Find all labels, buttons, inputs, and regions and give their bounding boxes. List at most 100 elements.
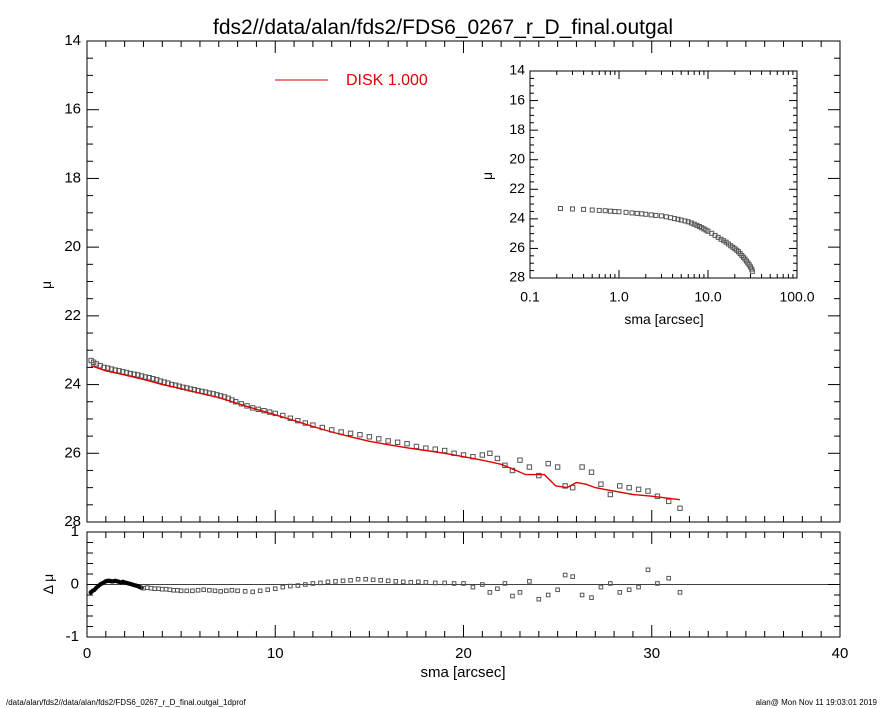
residual-data-point xyxy=(617,590,623,595)
residual-data-point xyxy=(636,584,641,590)
main-data-point xyxy=(413,443,420,450)
legend-label: DISK 1.000 xyxy=(346,72,428,89)
main-data-point xyxy=(150,376,156,382)
main-data-point xyxy=(347,430,354,437)
residual-data-point xyxy=(423,580,429,585)
inset-data-point xyxy=(569,206,575,212)
inset-data-point xyxy=(634,210,640,216)
disk-model-line xyxy=(90,365,681,501)
residual-data-points xyxy=(88,567,683,602)
residual-data-point xyxy=(242,589,248,594)
residual-data-point xyxy=(148,585,154,591)
residual-y-tick-labels: -1 0 1 xyxy=(66,523,79,645)
residual-data-point xyxy=(201,587,207,593)
main-data-point xyxy=(562,483,568,489)
main-data-point xyxy=(536,472,542,479)
footer-right: alan@ Mon Nov 11 19:03:01 2019 xyxy=(756,698,878,707)
inset-data-point xyxy=(685,219,691,225)
residual-data-point xyxy=(235,588,240,594)
main-y-tick-label: 22 xyxy=(64,307,81,324)
inset-data-point xyxy=(648,212,654,218)
main-y-tick-label: 24 xyxy=(64,376,81,393)
inset-y-tick-label: 20 xyxy=(509,150,525,166)
inset-data-point xyxy=(581,206,587,212)
inset-x-tick-label: 0.1 xyxy=(520,289,540,305)
inset-ticks xyxy=(529,70,798,279)
residual-data-point xyxy=(184,588,190,594)
main-data-point xyxy=(665,498,672,505)
inset-y-tick-label: 26 xyxy=(509,239,525,255)
inset-data-point xyxy=(691,221,697,227)
inset-data-point xyxy=(602,208,608,214)
inset-data-point xyxy=(623,209,629,215)
x-tick-label: 30 xyxy=(643,645,660,662)
residual-data-point xyxy=(527,579,532,584)
main-data-point xyxy=(569,484,576,491)
residual-data-point xyxy=(340,578,346,584)
residual-ticks xyxy=(86,531,841,638)
main-data-point xyxy=(487,450,493,456)
residual-data-point xyxy=(608,581,613,586)
main-ticks xyxy=(86,40,841,523)
main-data-point xyxy=(135,372,141,378)
residual-data-point xyxy=(152,586,158,592)
main-y-axis-label: μ xyxy=(38,281,54,289)
main-data-point xyxy=(554,464,561,470)
residual-y-tick-label: 0 xyxy=(71,575,79,592)
inset-data-point xyxy=(658,213,664,219)
residual-data-point xyxy=(502,581,508,586)
residual-data-point xyxy=(224,588,229,594)
main-data-point xyxy=(626,484,632,491)
inset-data-point xyxy=(718,236,724,242)
residual-data-point xyxy=(156,586,161,592)
main-plot: 14 16 18 20 22 24 26 28 μ DISK 1.000 xyxy=(38,32,841,530)
main-data-points xyxy=(88,357,683,511)
residual-data-point xyxy=(333,579,338,584)
main-data-point xyxy=(517,457,523,463)
inset-x-tick-label: 100.0 xyxy=(779,289,814,305)
inset-y-tick-label: 24 xyxy=(509,210,525,226)
residual-data-point xyxy=(163,586,169,592)
residual-data-point xyxy=(487,590,493,595)
inset-data-point xyxy=(675,216,681,222)
residual-data-point xyxy=(190,588,195,594)
residual-y-tick-label: -1 xyxy=(66,628,79,645)
residual-data-point xyxy=(218,589,223,594)
residual-data-point xyxy=(645,567,651,573)
inset-data-point xyxy=(643,211,649,217)
x-tick-label: 10 xyxy=(267,645,284,662)
main-data-point xyxy=(545,460,551,467)
main-data-point xyxy=(131,371,137,377)
footer-left: /data/alan/fds2//data/alan/fds2/FDS6_026… xyxy=(6,698,247,707)
residual-data-point xyxy=(160,586,165,592)
residual-data-point xyxy=(579,592,585,598)
inset-data-point xyxy=(589,207,595,213)
chart-title: fds2//data/alan/fds2/FDS6_0267_r_D_final… xyxy=(213,16,673,39)
main-y-tick-labels: 14 16 18 20 22 24 26 28 xyxy=(64,32,81,530)
residual-data-point xyxy=(677,590,683,595)
x-tick-label: 20 xyxy=(455,645,472,662)
residual-data-point xyxy=(310,581,316,586)
residual-data-point xyxy=(408,580,414,585)
main-data-point xyxy=(394,439,401,445)
inset-data-point xyxy=(557,206,563,212)
inset-x-tick-label: 1.0 xyxy=(609,289,629,305)
residual-data-point xyxy=(348,578,353,583)
residual-data-point xyxy=(626,587,632,593)
inset-x-tick-label: 10.0 xyxy=(694,289,721,305)
residual-data-point xyxy=(393,579,399,584)
inset-data-point xyxy=(749,268,755,274)
residual-plot: -101 0 10 20 30 40 Δ μ sma [arcsec] xyxy=(40,523,848,681)
inset-y-tick-labels: 14 16 18 20 22 24 26 28 xyxy=(509,62,525,285)
main-data-point xyxy=(108,366,115,372)
inset-data-points xyxy=(557,206,755,274)
main-data-point xyxy=(645,488,651,494)
inset-data-point xyxy=(607,208,613,214)
residual-data-point xyxy=(229,587,235,593)
residual-data-point xyxy=(451,581,457,586)
inset-plot-frame xyxy=(529,70,798,279)
main-data-point xyxy=(588,469,595,475)
main-data-point xyxy=(366,434,373,440)
main-data-point xyxy=(376,436,382,442)
residual-data-point xyxy=(355,576,361,582)
